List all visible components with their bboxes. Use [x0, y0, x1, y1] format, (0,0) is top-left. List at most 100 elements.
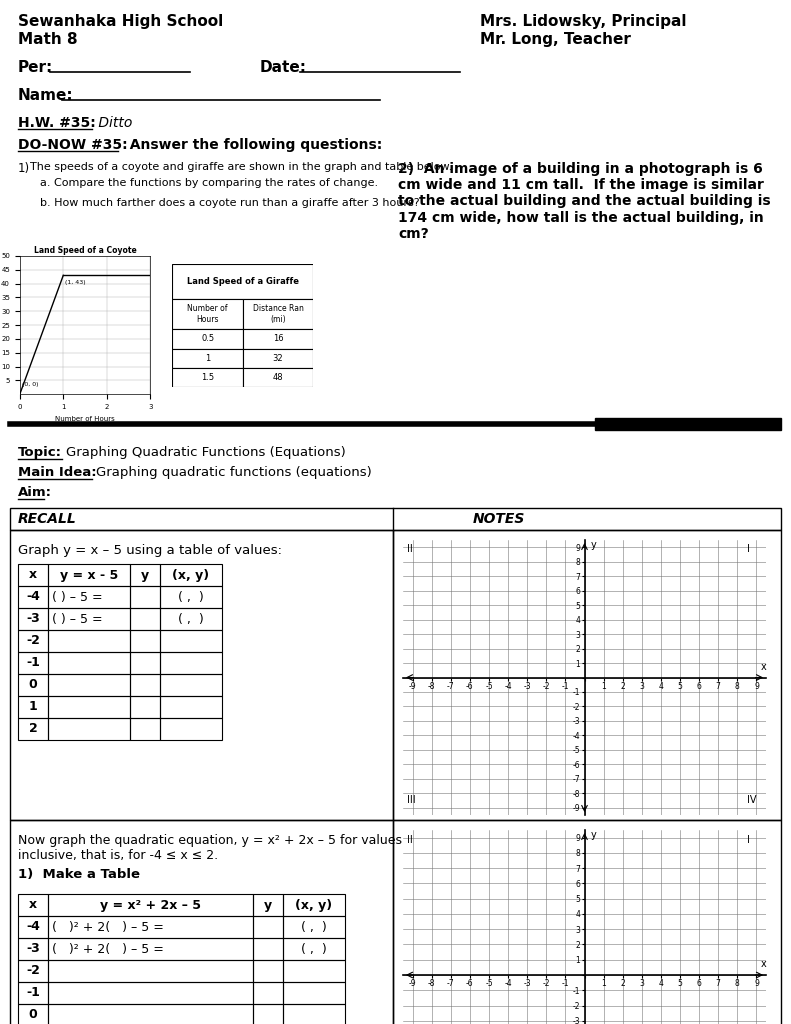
Bar [18, 961, 48, 982]
Text: -1: -1 [26, 986, 40, 999]
Text: Per:: Per: [18, 60, 53, 75]
Bar [48, 564, 130, 586]
Text: -3: -3 [26, 612, 40, 626]
Text: Name:: Name: [18, 88, 74, 103]
Text: b. How much farther does a coyote run than a giraffe after 3 hours?: b. How much farther does a coyote run th… [40, 198, 419, 208]
Text: (x, y): (x, y) [295, 898, 332, 911]
Bar [48, 916, 253, 938]
Bar [18, 1004, 48, 1024]
Bar [130, 652, 160, 674]
Bar [18, 894, 48, 916]
Bar [130, 696, 160, 718]
Bar [48, 674, 130, 696]
Bar [18, 696, 48, 718]
Text: RECALL: RECALL [18, 512, 77, 526]
Text: (1, 43): (1, 43) [66, 280, 86, 285]
Bar [595, 418, 781, 430]
Text: y = x² + 2x – 5: y = x² + 2x – 5 [100, 898, 201, 911]
Text: IV: IV [747, 795, 756, 805]
Text: y = x - 5: y = x - 5 [60, 568, 118, 582]
Bar [160, 696, 222, 718]
Bar [243, 299, 313, 330]
Text: ( ) – 5 =: ( ) – 5 = [52, 591, 103, 603]
Bar [18, 586, 48, 608]
Bar [48, 718, 130, 740]
Text: 2: 2 [28, 723, 37, 735]
Bar [48, 1004, 253, 1024]
Text: Sewanhaka High School: Sewanhaka High School [18, 14, 223, 29]
Text: H.W. #35:: H.W. #35: [18, 116, 96, 130]
Bar [18, 630, 48, 652]
Bar [243, 368, 313, 387]
Text: -3: -3 [26, 942, 40, 955]
Text: I: I [747, 545, 750, 554]
Bar [160, 564, 222, 586]
Text: -4: -4 [26, 591, 40, 603]
Text: Land Speed of a Giraffe: Land Speed of a Giraffe [187, 276, 299, 286]
Bar [48, 961, 253, 982]
Bar [172, 264, 313, 299]
Text: 1): 1) [18, 162, 30, 175]
Text: Distance Ran
(mi): Distance Ran (mi) [252, 304, 304, 324]
Bar [393, 820, 781, 1024]
Text: 2)  An image of a building in a photograph is 6
cm wide and 11 cm tall.  If the : 2) An image of a building in a photograp… [398, 162, 770, 241]
Bar [18, 674, 48, 696]
Text: ( ,  ): ( , ) [178, 591, 204, 603]
Bar [253, 1004, 283, 1024]
Text: 1)  Make a Table: 1) Make a Table [18, 868, 140, 881]
Bar [253, 982, 283, 1004]
Bar [172, 368, 243, 387]
Bar [18, 718, 48, 740]
Bar [18, 652, 48, 674]
Text: x: x [29, 568, 37, 582]
Bar [243, 348, 313, 368]
Bar [172, 330, 243, 348]
Text: Math 8: Math 8 [18, 32, 78, 47]
Bar [18, 982, 48, 1004]
Text: DO-NOW #35:: DO-NOW #35: [18, 138, 127, 152]
Bar [48, 938, 253, 961]
Text: 48: 48 [273, 373, 283, 382]
Text: (0, 0): (0, 0) [22, 382, 39, 387]
Text: (   )² + 2(   ) – 5 =: ( )² + 2( ) – 5 = [52, 942, 164, 955]
Bar [283, 894, 345, 916]
Bar [393, 530, 781, 820]
Text: ( ) – 5 =: ( ) – 5 = [52, 612, 103, 626]
Bar [130, 718, 160, 740]
Bar [283, 938, 345, 961]
Text: 0: 0 [28, 679, 37, 691]
Bar [283, 961, 345, 982]
Bar [48, 894, 253, 916]
Text: -2: -2 [26, 965, 40, 978]
Bar [253, 938, 283, 961]
X-axis label: Number of Hours: Number of Hours [55, 416, 115, 422]
Bar [160, 674, 222, 696]
Text: a. Compare the functions by comparing the rates of change.: a. Compare the functions by comparing th… [40, 178, 378, 188]
Text: 1: 1 [205, 353, 210, 362]
Bar [253, 916, 283, 938]
Text: (x, y): (x, y) [172, 568, 210, 582]
Text: NOTES: NOTES [473, 512, 525, 526]
Bar [172, 348, 243, 368]
Bar [160, 652, 222, 674]
Text: -1: -1 [26, 656, 40, 670]
Bar [283, 982, 345, 1004]
Bar [18, 938, 48, 961]
Text: y: y [590, 540, 596, 550]
Text: inclusive, that is, for -4 ≤ x ≤ 2.: inclusive, that is, for -4 ≤ x ≤ 2. [18, 849, 218, 862]
Bar [10, 508, 781, 530]
Text: -4: -4 [26, 921, 40, 934]
Text: III: III [407, 795, 415, 805]
Text: Number of
Hours: Number of Hours [187, 304, 228, 324]
Bar [253, 894, 283, 916]
Bar [283, 1004, 345, 1024]
Bar [130, 608, 160, 630]
Bar [10, 820, 393, 1024]
Bar [48, 652, 130, 674]
Text: 1: 1 [28, 700, 37, 714]
Text: y: y [264, 898, 272, 911]
Bar [160, 718, 222, 740]
Text: Now graph the quadratic equation, y = x² + 2x – 5 for values of x from x = -4 to: Now graph the quadratic equation, y = x²… [18, 834, 559, 847]
Text: 0.5: 0.5 [201, 335, 214, 343]
Bar [160, 630, 222, 652]
